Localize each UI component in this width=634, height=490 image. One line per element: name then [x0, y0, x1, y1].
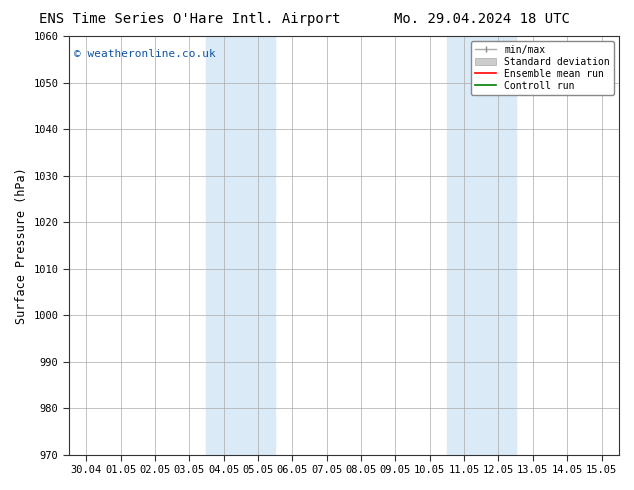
Legend: min/max, Standard deviation, Ensemble mean run, Controll run: min/max, Standard deviation, Ensemble me…	[471, 41, 614, 95]
Text: Mo. 29.04.2024 18 UTC: Mo. 29.04.2024 18 UTC	[394, 12, 570, 26]
Text: ENS Time Series O'Hare Intl. Airport: ENS Time Series O'Hare Intl. Airport	[39, 12, 341, 26]
Bar	[207, 36, 275, 455]
Text: © weatheronline.co.uk: © weatheronline.co.uk	[74, 49, 216, 59]
Y-axis label: Surface Pressure (hPa): Surface Pressure (hPa)	[15, 167, 28, 324]
Bar	[447, 36, 515, 455]
